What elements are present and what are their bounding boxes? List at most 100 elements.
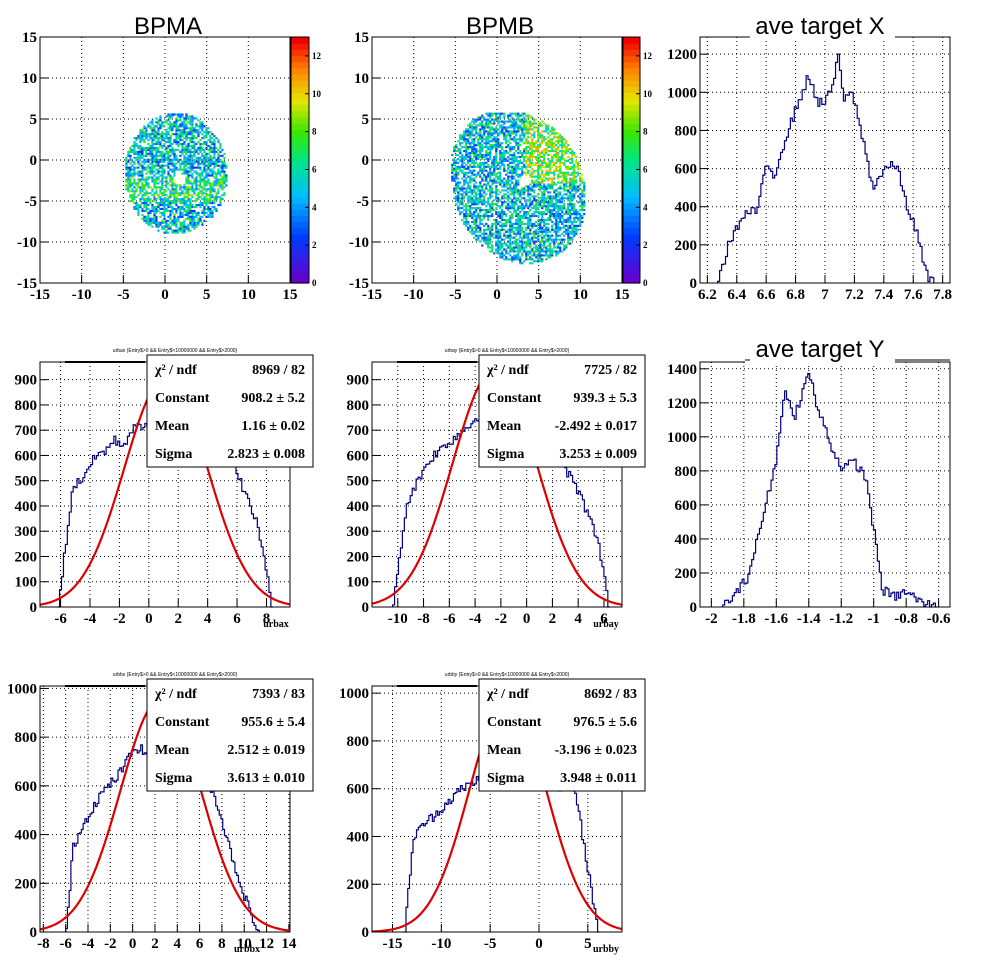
heatmap-cell	[175, 209, 178, 213]
heatmap-cell	[187, 158, 190, 161]
heatmap-cell	[159, 190, 162, 193]
heatmap-cell	[569, 195, 572, 198]
heatmap-cell	[485, 212, 488, 216]
heatmap-cell	[151, 150, 154, 153]
heatmap-cell	[161, 137, 164, 140]
heatmap-cell	[185, 152, 188, 155]
heatmap-cell	[523, 149, 526, 153]
heatmap-cell	[153, 146, 156, 150]
heatmap-cell	[167, 231, 170, 234]
heatmap-cell	[493, 138, 496, 141]
y-tick-label: 0	[362, 153, 370, 169]
heatmap-cell	[155, 178, 158, 181]
heatmap-cell	[151, 225, 154, 228]
heatmap-cell	[217, 148, 220, 152]
heatmap-cell	[479, 118, 482, 121]
heatmap-cell	[557, 155, 560, 159]
heatmap-cell	[551, 212, 554, 216]
stats-label: Mean	[155, 419, 189, 434]
heatmap-cell	[149, 125, 152, 128]
heatmap-cell	[555, 197, 558, 200]
heatmap-cell	[457, 153, 460, 157]
heatmap-cell	[515, 254, 518, 257]
heatmap-cell	[151, 139, 154, 142]
heatmap-cell	[481, 209, 484, 212]
heatmap-cell	[471, 228, 474, 231]
heatmap-cell	[483, 126, 486, 129]
heatmap-cell	[535, 248, 538, 251]
heatmap-cell	[491, 189, 494, 192]
heatmap-cell	[177, 127, 180, 130]
heatmap-cell	[223, 160, 226, 163]
heatmap-cell	[513, 201, 516, 204]
heatmap-cell	[521, 230, 524, 233]
heatmap-cell	[169, 115, 172, 118]
heatmap-cell	[527, 254, 530, 257]
heatmap-cell	[575, 212, 578, 216]
heatmap-cell	[523, 124, 526, 127]
heatmap-cell	[191, 131, 194, 134]
heatmap-cell	[535, 220, 538, 224]
heatmap-cell	[571, 157, 574, 161]
heatmap-cell	[509, 185, 512, 188]
heatmap-cell	[535, 205, 538, 208]
heatmap-cell	[491, 118, 494, 121]
heatmap-cell	[473, 140, 476, 143]
heatmap-cell	[499, 181, 502, 184]
heatmap-cell	[455, 185, 458, 188]
heatmap-cell	[457, 183, 460, 186]
heatmap-cell	[171, 162, 174, 165]
heatmap-cell	[127, 182, 130, 185]
heatmap-cell	[499, 214, 502, 218]
heatmap-cell	[501, 163, 504, 166]
heatmap-cell	[163, 170, 166, 173]
heatmap-cell	[175, 140, 178, 144]
heatmap-cell	[203, 166, 206, 169]
heatmap-cells	[125, 113, 228, 234]
heatmap-cell	[493, 155, 496, 159]
stats-label: Sigma	[155, 771, 192, 786]
heatmap-cell	[511, 173, 514, 176]
heatmap-cell	[567, 191, 570, 194]
heatmap-cell	[557, 181, 560, 184]
heatmap-cell	[479, 216, 482, 220]
heatmap-cell	[193, 227, 196, 230]
heatmap-cell	[193, 215, 196, 218]
heatmap-cell	[459, 155, 462, 159]
heatmap-cell	[179, 113, 182, 116]
heatmap-cell	[461, 136, 464, 139]
heatmap-cell	[203, 205, 206, 209]
heatmap-cell	[475, 173, 478, 176]
heatmap-cell	[471, 214, 474, 218]
heatmap-cell	[193, 160, 196, 163]
heatmap-cell	[215, 164, 218, 167]
heatmap-cell	[567, 171, 570, 174]
heatmap-cell	[561, 207, 564, 210]
heatmap-cell	[527, 193, 530, 196]
heatmap-cell	[525, 244, 528, 247]
heatmap-cell	[515, 258, 518, 261]
heatmap-cell	[571, 187, 574, 190]
heatmap-cell	[173, 140, 176, 144]
heatmap-cell	[147, 170, 150, 173]
heatmap-cell	[177, 217, 180, 220]
heatmap-cell	[479, 222, 482, 225]
heatmap-cell	[179, 223, 182, 226]
heatmap-cell	[549, 199, 552, 202]
heatmap-cell	[545, 149, 548, 153]
heatmap-cell	[509, 136, 512, 139]
heatmap-cell	[521, 209, 524, 212]
heatmap-cell	[127, 186, 130, 189]
x-tick-label: 10	[573, 287, 588, 303]
heatmap-cell	[171, 125, 174, 128]
heatmap-cell	[187, 176, 190, 179]
heatmap-cell	[571, 209, 574, 212]
heatmap-cell	[507, 132, 510, 135]
heatmap-cell	[577, 228, 580, 231]
heatmap-cell	[519, 262, 522, 265]
heatmap-cell	[173, 223, 176, 226]
heatmap-cell	[501, 250, 504, 253]
heatmap-cell	[129, 146, 132, 150]
heatmap-cell	[145, 146, 148, 150]
